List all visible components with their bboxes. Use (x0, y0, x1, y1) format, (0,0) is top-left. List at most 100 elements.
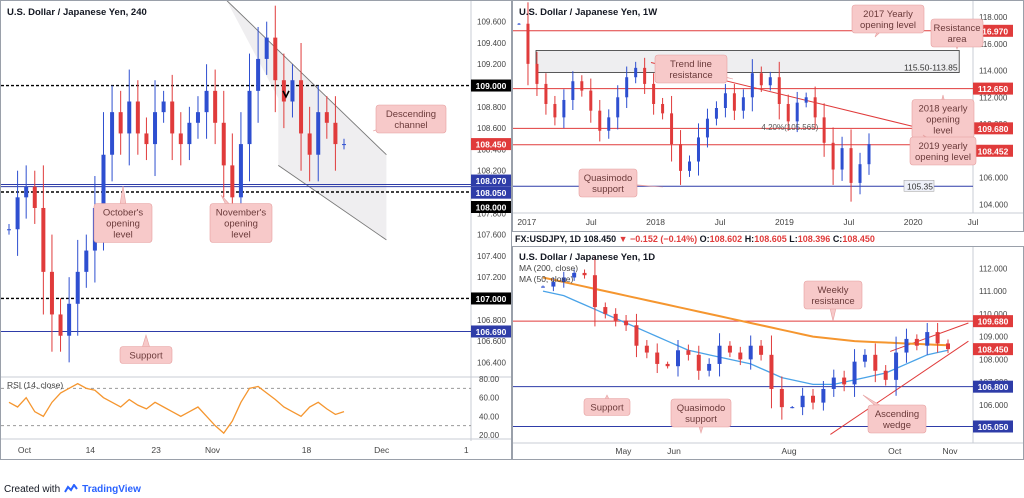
weekly-candle (723, 93, 727, 108)
h4-chart[interactable]: 109.600 109.400 109.200 109.000 108.800 108.6… (1, 1, 511, 459)
h4-candle (41, 207, 46, 272)
footer-brand[interactable]: TradingView (82, 483, 141, 495)
daily-y-tick: 106.000 (979, 401, 1008, 410)
h4-candle (187, 122, 192, 145)
weekly-y-tick: 116.000 (979, 40, 1008, 49)
daily-level-price-label: 106.800 (978, 382, 1009, 392)
weekly-level-price-label: 109.680 (978, 124, 1009, 134)
h4-title: U.S. Dollar / Japanese Yen, 240 (7, 7, 147, 18)
daily-candle (572, 272, 577, 278)
h4-x-tick: Nov (205, 445, 221, 455)
daily-y-tick: 112.000 (979, 264, 1008, 273)
weekly-title: U.S. Dollar / Japanese Yen, 1W (519, 7, 657, 18)
weekly-level-price-label: 108.452 (978, 146, 1009, 156)
h4-x-tick: 23 (151, 445, 161, 455)
weekly-candle (526, 23, 530, 64)
h4-level-price-tag (471, 201, 511, 213)
weekly-callout-quasimodo-box (578, 168, 638, 198)
h4-y-tick: 106.600 (477, 337, 506, 346)
h4-candle (24, 186, 29, 198)
daily-level-price-label: 105.050 (978, 422, 1009, 432)
weekly-candle (732, 93, 736, 111)
daily-candle (634, 325, 639, 346)
h4-candle (15, 197, 20, 230)
weekly-callout-2019-opening-box (909, 136, 977, 166)
daily-candle (676, 350, 680, 367)
h4-level-price-tag (471, 292, 511, 305)
info-symbol: FX:USDJPY, 1D (515, 234, 582, 244)
h4-y-tick: 109.600 (477, 18, 506, 27)
h4-rsi-label: RSI (14, close) (7, 380, 63, 390)
h4-rsi-y-tick: 40.00 (479, 412, 500, 421)
daily-candle (769, 354, 774, 389)
h4-candle (110, 112, 115, 155)
daily-candle (624, 320, 629, 326)
h4-arrow-icon (282, 90, 290, 99)
h4-candle (118, 112, 123, 134)
daily-wedge-lower (830, 340, 969, 435)
daily-wedge-upper (890, 322, 969, 352)
h4-candle (307, 133, 312, 155)
weekly-candle (714, 108, 718, 119)
h4-candle (316, 112, 321, 155)
weekly-candle (580, 81, 584, 91)
h4-candle (273, 37, 278, 81)
daily-candle (738, 352, 743, 360)
daily-callout-quasimodo-text: support (685, 414, 717, 425)
daily-candle (946, 343, 950, 350)
weekly-candle (822, 117, 826, 143)
h4-level-price-label: 108.450 (476, 140, 507, 150)
daily-chart-pane: 112.000111.000110.000109.000108.000107.0… (512, 246, 1024, 460)
weekly-callout-resistance-area-text: area (947, 34, 967, 45)
h4-y-tick: 107.800 (477, 209, 506, 218)
h4-candle (324, 112, 329, 123)
info-change: −0.152 (−0.14%) (630, 234, 698, 244)
daily-candle (717, 345, 722, 364)
weekly-candle (643, 67, 647, 84)
footer: Created with TradingView (4, 480, 141, 498)
weekly-candle (562, 99, 566, 118)
weekly-callout-2017-opening-text: 2017 Yearly (863, 9, 913, 20)
weekly-x-tick: Jul (968, 217, 979, 227)
weekly-candle (535, 63, 539, 84)
h4-candle (32, 186, 37, 208)
h4-candle (195, 112, 200, 123)
weekly-chart[interactable]: 118.000116.000114.000112.000110.000108.0… (513, 1, 1023, 231)
h4-candle (58, 314, 63, 336)
h4-y-tick: 108.800 (477, 103, 506, 112)
daily-bg (513, 247, 1023, 459)
weekly-candle (696, 137, 700, 162)
weekly-x-tick: Jul (715, 217, 726, 227)
weekly-candle (750, 73, 754, 98)
daily-y-tick: 109.000 (979, 333, 1008, 342)
weekly-x-tick: 2017 (517, 217, 536, 227)
daily-candle (665, 363, 670, 367)
info-low-label: L: (789, 234, 798, 244)
daily-candle (759, 345, 764, 355)
h4-callout-november-opening-text: November's (216, 208, 267, 219)
h4-y-tick: 107.400 (477, 252, 506, 261)
daily-candle (686, 350, 691, 355)
daily-candle (561, 277, 566, 283)
info-low: 108.396 (797, 234, 831, 244)
h4-candle (342, 144, 346, 146)
h4-candle (230, 165, 235, 198)
weekly-candle (795, 102, 799, 122)
weekly-callout-quasimodo-text: support (592, 184, 624, 195)
h4-level-price-label: 108.050 (476, 188, 507, 198)
h4-x-tick: 18 (302, 445, 312, 455)
daily-callout-quasimodo-text: Quasimodo (677, 403, 726, 414)
h4-level-price-label: 108.000 (476, 203, 507, 213)
weekly-candle (607, 117, 611, 131)
weekly-y-tick: 106.000 (979, 174, 1008, 183)
weekly-candle (598, 110, 602, 131)
h4-y-tick: 109.400 (477, 39, 506, 48)
h4-candle (247, 90, 252, 145)
daily-candle (883, 370, 888, 380)
h4-candle (333, 122, 338, 145)
daily-chart[interactable]: 112.000111.000110.000109.000108.000107.0… (513, 247, 1023, 459)
weekly-candle (804, 97, 808, 103)
daily-candle (779, 388, 784, 408)
daily-title: U.S. Dollar / Japanese Yen, 1D (519, 252, 655, 263)
h4-candle (213, 90, 218, 123)
